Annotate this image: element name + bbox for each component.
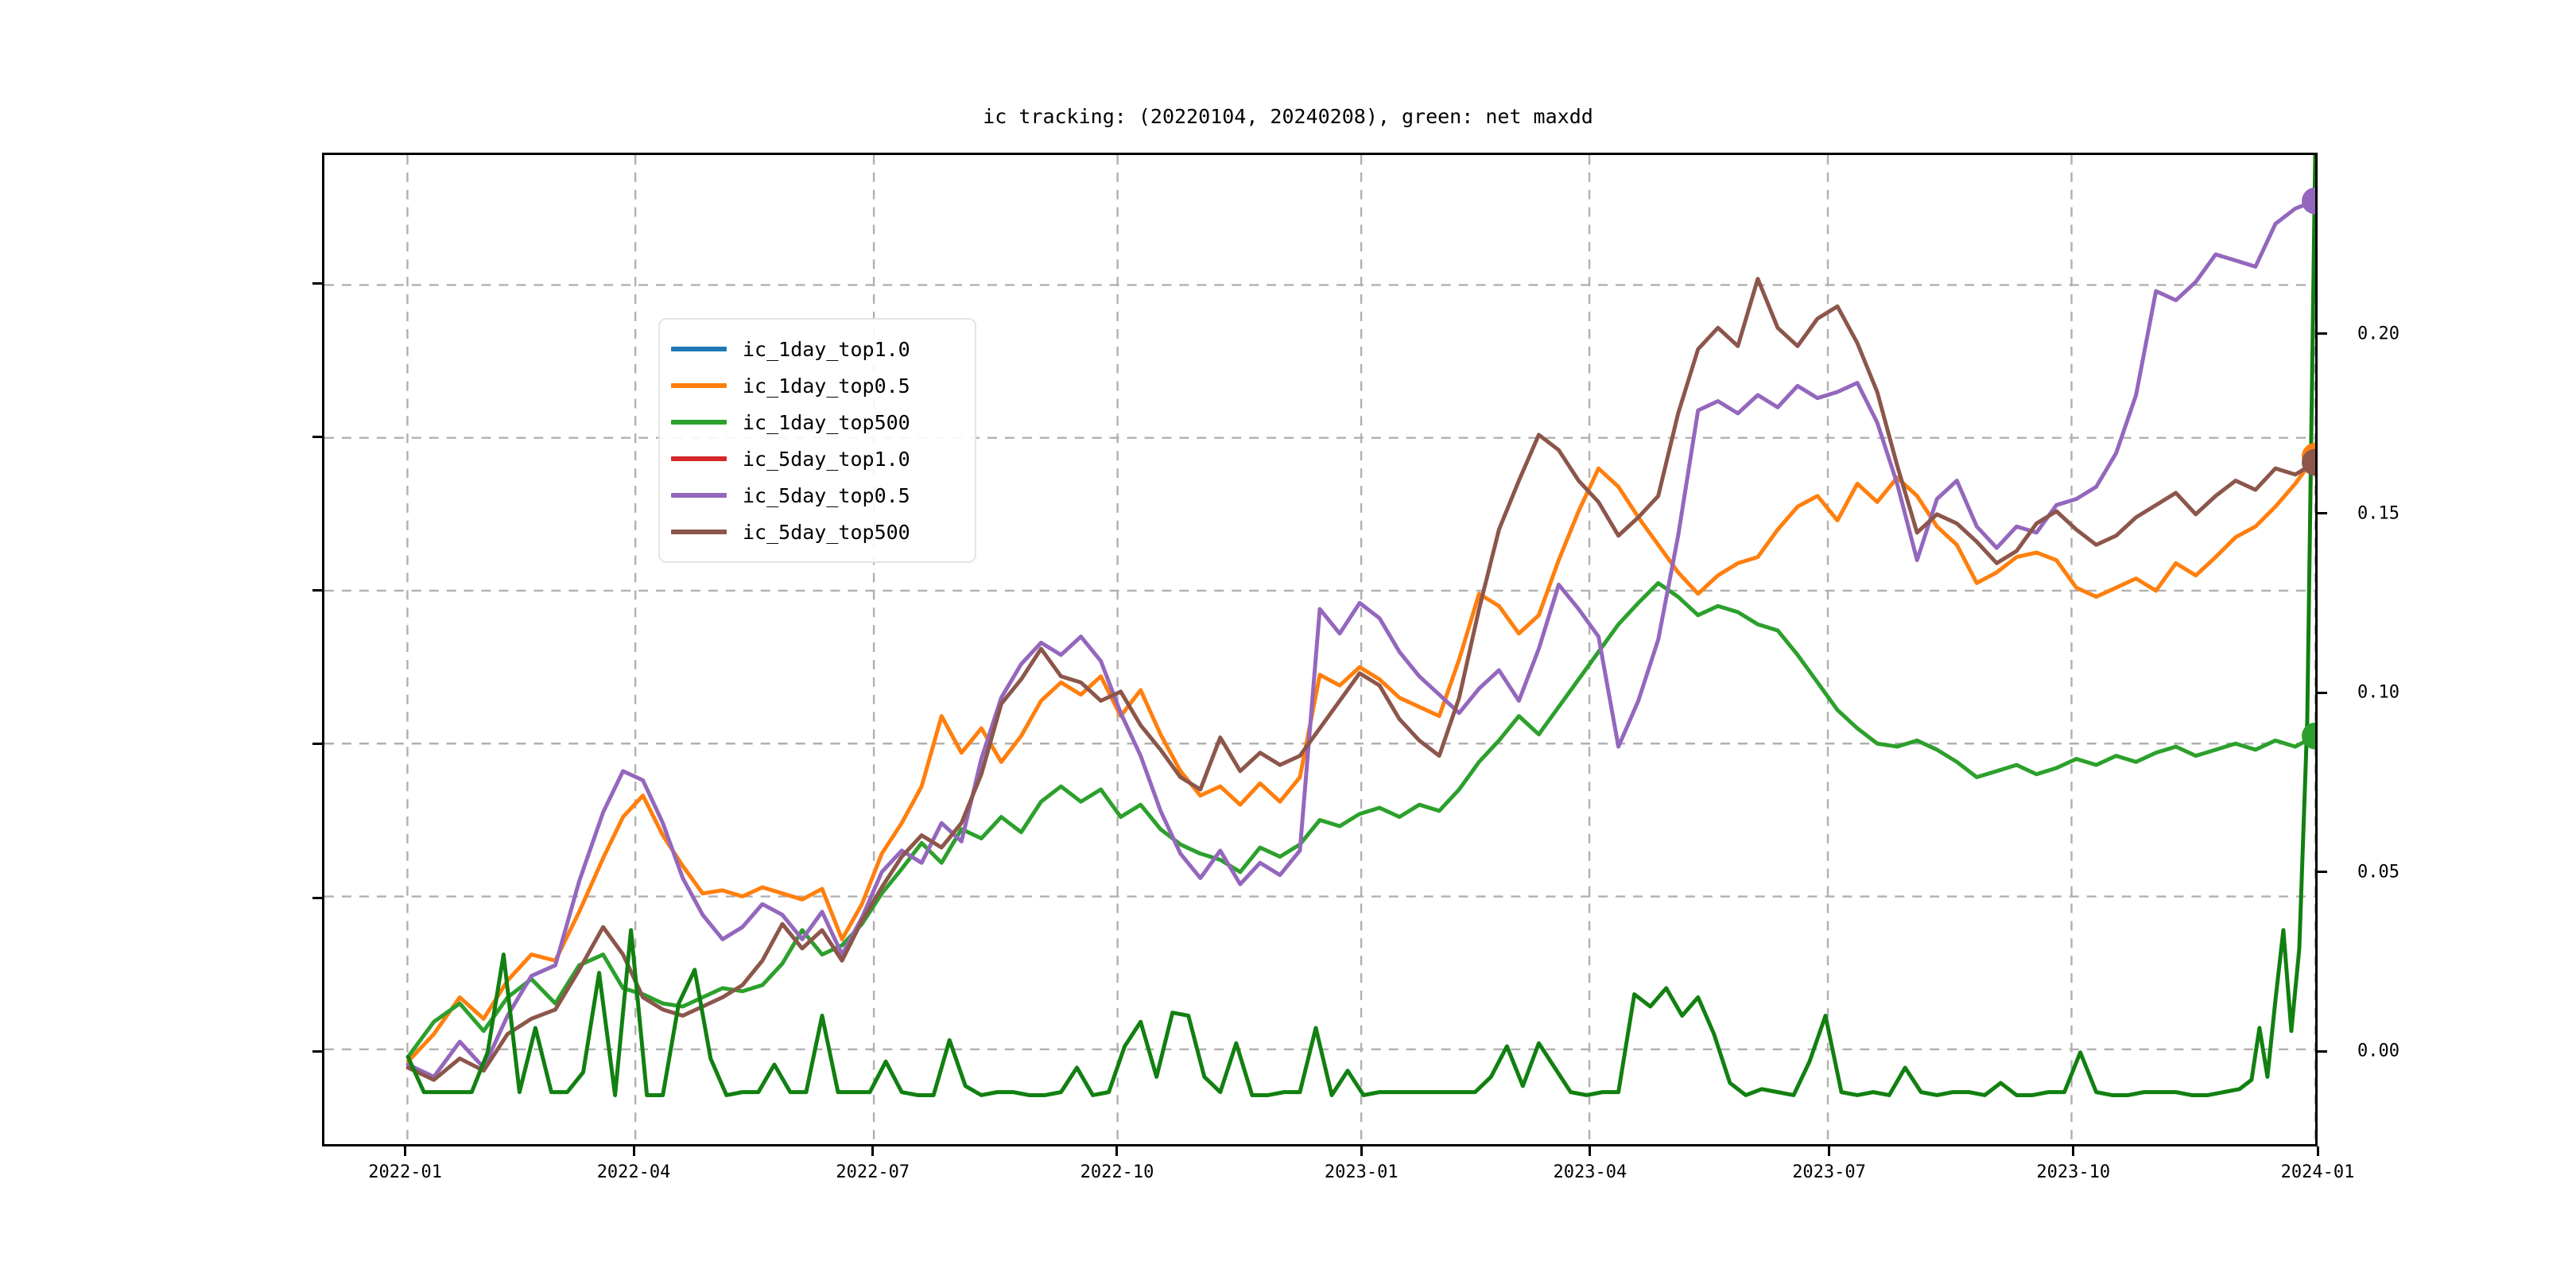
x-axis-tick-label: 2022-01 [368, 1162, 443, 1182]
y-axis-right-tick-mark [2318, 332, 2327, 336]
legend-color-swatch [671, 456, 727, 461]
y-axis-right-tick-mark [2318, 871, 2327, 874]
y-axis-right-tick-mark [2318, 1049, 2327, 1053]
plot-area: ic_1day_top1.0 ic_1day_top0.5 ic_1day_to… [322, 153, 2318, 1146]
x-axis-tick-label: 2022-04 [596, 1162, 671, 1182]
end-markers [2302, 187, 2315, 750]
y-axis-left-tick-mark [312, 743, 322, 746]
legend-item-label: ic_1day_top500 [743, 410, 910, 434]
x-axis-tick-mark [2072, 1146, 2075, 1156]
plot-svg [324, 155, 2315, 1144]
series-line-ic-1day-top0-5 [405, 454, 2315, 1064]
y-axis-right-tick-mark [2318, 512, 2327, 515]
gridlines [324, 155, 2315, 1144]
legend-color-swatch [671, 420, 727, 425]
series-line-net maxdd [405, 155, 2315, 1097]
x-axis-tick-mark [2316, 1146, 2319, 1156]
legend-item-label: ic_5day_top1.0 [743, 447, 910, 471]
series-line-ic-5day-top500 [405, 277, 2315, 1082]
legend-color-swatch [671, 347, 727, 351]
legend-color-swatch [671, 493, 727, 498]
y-axis-left-tick-mark [312, 1049, 322, 1053]
legend-item[interactable]: ic_5day_top1.0 [671, 440, 962, 477]
legend-item-label: ic_1day_top0.5 [743, 374, 910, 398]
page-title: ic tracking: (20220104, 20240208), green… [983, 105, 1593, 128]
y-axis-right-tick-label: 0.05 [2357, 862, 2399, 883]
y-axis-right-tick-mark [2318, 691, 2327, 694]
x-axis-tick-mark [404, 1146, 407, 1156]
x-axis-tick-mark [1360, 1146, 1363, 1156]
legend: ic_1day_top1.0 ic_1day_top0.5 ic_1day_to… [658, 318, 976, 563]
x-axis-tick-label: 2023-01 [1324, 1162, 1399, 1182]
legend-item[interactable]: ic_5day_top500 [671, 514, 962, 550]
end-marker-ic-5day-top500 [2302, 448, 2315, 476]
y-axis-right-tick-label: 0.20 [2357, 324, 2399, 344]
legend-item-label: ic_5day_top500 [743, 520, 910, 544]
x-axis-tick-label: 2024-01 [2280, 1162, 2355, 1182]
x-axis-tick-label: 2022-10 [1080, 1162, 1154, 1182]
x-axis-tick-mark [1828, 1146, 1831, 1156]
x-axis-tick-label: 2023-10 [2036, 1162, 2111, 1182]
legend-item[interactable]: ic_1day_top1.0 [671, 331, 962, 367]
legend-color-swatch [671, 383, 727, 388]
y-axis-right-tick-label: 0.10 [2357, 682, 2399, 703]
end-marker-ic-5day-top0-5 [2302, 187, 2315, 215]
x-axis-tick-mark [1589, 1146, 1592, 1156]
y-axis-left-tick-mark [312, 435, 322, 438]
series-layer [405, 155, 2315, 1097]
x-axis-tick-label: 2023-04 [1553, 1162, 1627, 1182]
y-axis-left-tick-mark [312, 281, 322, 285]
series-line-ic-1day-top500 [405, 580, 2315, 1059]
x-axis-tick-mark [871, 1146, 875, 1156]
legend-item[interactable]: ic_5day_top0.5 [671, 477, 962, 514]
legend-item-label: ic_5day_top0.5 [743, 483, 910, 507]
end-marker-ic-1day-top500 [2302, 722, 2315, 750]
legend-item[interactable]: ic_1day_top500 [671, 404, 962, 440]
x-axis-tick-mark [632, 1146, 635, 1156]
y-axis-right-tick-label: 0.00 [2357, 1041, 2399, 1061]
x-axis-tick-label: 2022-07 [836, 1162, 910, 1182]
y-axis-left-tick-mark [312, 896, 322, 899]
y-axis-right-tick-label: 0.15 [2357, 503, 2399, 524]
x-axis-tick-label: 2023-07 [1792, 1162, 1866, 1182]
legend-item[interactable]: ic_1day_top0.5 [671, 367, 962, 404]
legend-item-label: ic_1day_top1.0 [743, 337, 910, 361]
series-line-ic-5day-top0-5 [405, 199, 2315, 1079]
x-axis-tick-mark [1115, 1146, 1119, 1156]
legend-color-swatch [671, 530, 727, 534]
y-axis-left-tick-mark [312, 589, 322, 592]
